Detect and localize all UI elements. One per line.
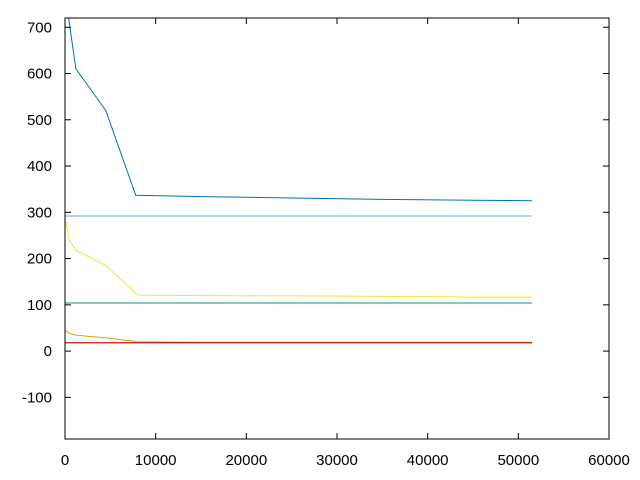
series-layer [64,17,532,344]
series-line-5 [64,329,532,343]
y-tick-label: 700 [27,19,52,36]
y-tick-label: -100 [22,389,52,406]
y-tick-label: 600 [27,66,52,83]
x-tick-label: 30000 [316,452,358,469]
y-tick-label: 100 [27,297,52,314]
y-tick-label: 500 [27,112,52,129]
series-line-1 [68,17,532,202]
tick-layer: 0 10000 20000 30000 40000 50000 60000 -100 0 100 2… [22,18,630,469]
x-tick-label: 0 [61,452,69,469]
y-tick-label: 0 [44,343,52,360]
x-tick-label: 20000 [225,452,267,469]
series-line-3 [65,221,532,298]
x-tick-label: 50000 [497,452,539,469]
y-tick-label: 300 [27,204,52,221]
x-tick-label: 60000 [588,452,630,469]
y-tick-label: 200 [27,251,52,268]
x-tick-label: 40000 [407,452,449,469]
y-tick-label: 400 [27,158,52,175]
x-tick-label: 10000 [135,452,177,469]
plot-frame [64,17,610,440]
